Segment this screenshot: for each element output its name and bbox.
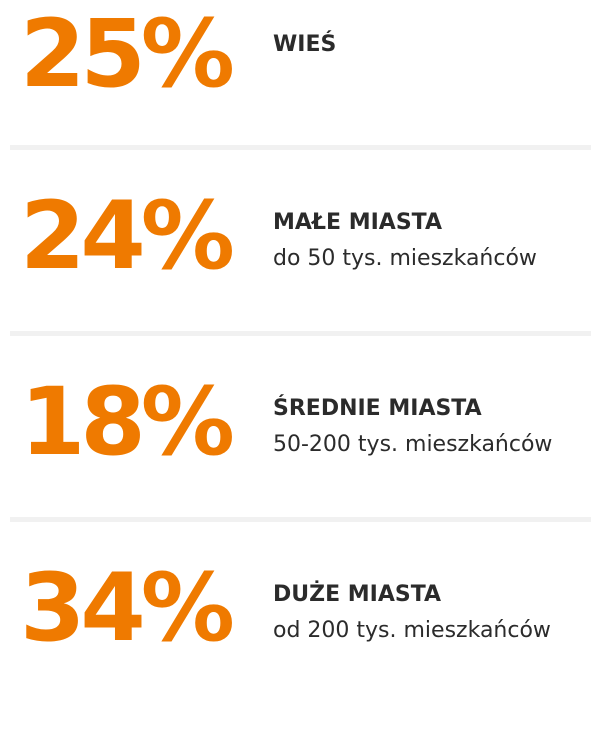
stat-row: 24% MAŁE MIASTA do 50 tys. mieszkańców [0, 190, 591, 376]
stat-subtitle: do 50 tys. mieszkańców [273, 246, 537, 271]
stat-row: 34% DUŻE MIASTA od 200 tys. mieszkańców [0, 562, 591, 748]
separator [10, 145, 591, 150]
stat-row: 18% ŚREDNIE MIASTA 50-200 tys. mieszkańców [0, 376, 591, 562]
stat-title: WIEŚ [273, 32, 337, 57]
stat-value: 24% [20, 182, 235, 291]
separator [10, 331, 591, 336]
separator [10, 517, 591, 522]
stat-title: DUŻE MIASTA [273, 582, 442, 607]
stat-title: ŚREDNIE MIASTA [273, 396, 482, 421]
stat-value: 34% [20, 554, 235, 663]
stat-row: 25% WIEŚ [0, 8, 591, 194]
stat-title: MAŁE MIASTA [273, 210, 443, 235]
stat-value: 18% [20, 368, 235, 477]
stat-value: 25% [20, 0, 235, 109]
stat-subtitle: 50-200 tys. mieszkańców [273, 432, 553, 457]
page: 25% WIEŚ 24% MAŁE MIASTA do 50 tys. mieszkań… [0, 7, 591, 656]
stat-subtitle: od 200 tys. mieszkańców [273, 618, 551, 643]
